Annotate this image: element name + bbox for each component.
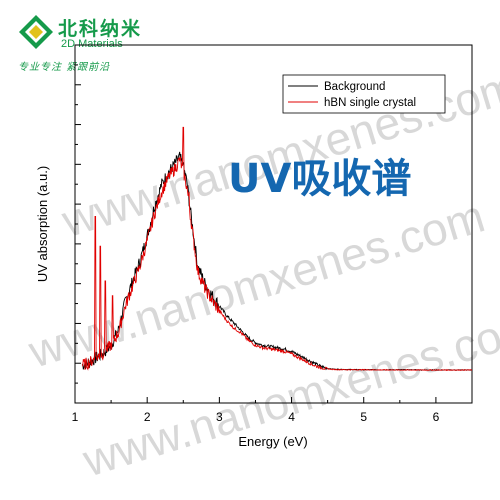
x-tick-label: 1 <box>72 410 79 424</box>
y-axis-title: UV absorption (a.u.) <box>35 166 50 282</box>
x-axis: 1 2 3 4 5 6 <box>72 397 440 424</box>
x-tick-label: 5 <box>360 410 367 424</box>
x-axis-title: Energy (eV) <box>238 434 307 449</box>
y-axis <box>75 44 81 404</box>
x-tick-label: 4 <box>288 410 295 424</box>
x-tick-label: 2 <box>144 410 151 424</box>
x-tick-label: 3 <box>216 410 223 424</box>
brand-name-en: 2D Materials <box>61 38 123 50</box>
brand-slogan: 专业专注 紧跟前沿 <box>18 62 111 73</box>
legend: Background hBN single crystal <box>282 74 446 114</box>
x-tick-label: 6 <box>433 410 440 424</box>
series-layer <box>81 126 473 371</box>
brand-name-cn: 北科纳米 <box>58 18 143 40</box>
legend-label-hbn: hBN single crystal <box>324 97 416 109</box>
overlay-title: UV吸收谱 <box>228 156 411 202</box>
brand-logo: 北科纳米 2D Materials 专业专注 紧跟前沿 <box>18 14 178 76</box>
series-line-hbn-single-crystal <box>81 126 473 371</box>
legend-label-background: Background <box>324 81 385 93</box>
legend-box <box>282 74 446 114</box>
logo-mark-icon <box>19 15 53 49</box>
